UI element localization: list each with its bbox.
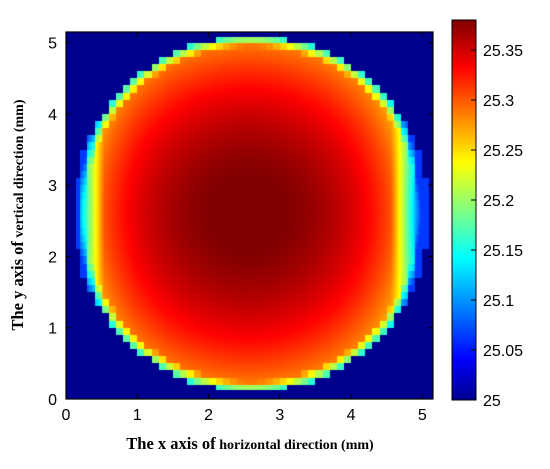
y-axis-title: The y axis of vertical direction (mm): [8, 99, 27, 330]
y-tick-label: 1: [48, 321, 57, 338]
colorbar-tick-label: 25.25: [483, 143, 523, 160]
x-axis-title: The x axis of horizontal direction (mm): [126, 434, 374, 453]
x-tick-label: 5: [418, 407, 427, 424]
colorbar-tick-label: 25.3: [483, 93, 514, 110]
x-tick-label: 3: [275, 407, 284, 424]
colorbar-tick-label: 25.35: [483, 43, 523, 60]
y-tick-label: 2: [48, 249, 57, 266]
heatmap-field: [76, 32, 433, 391]
colorbar-axis: 25 25.05 25.1 25.15 25.2 25.25 25.3 25.35: [471, 43, 523, 410]
colorbar: [452, 20, 476, 400]
y-tick-label: 5: [48, 36, 57, 53]
colorbar-frame: [451, 19, 477, 401]
colorbar-tick-label: 25.05: [483, 343, 523, 360]
colorbar-tick-label: 25.2: [483, 193, 514, 210]
colorbar-tick-label: 25.15: [483, 243, 523, 260]
x-tick-label: 0: [62, 407, 71, 424]
x-axis: 0 1 2 3 4 5: [62, 32, 427, 424]
x-tick-label: 4: [347, 407, 356, 424]
y-tick-label: 3: [48, 178, 57, 195]
colorbar-tick-label: 25.1: [483, 293, 514, 310]
x-tick-label: 2: [204, 407, 213, 424]
y-axis: 0 1 2 3 4 5: [48, 36, 433, 409]
y-tick-label: 4: [48, 107, 57, 124]
plot-frame: [65, 31, 434, 400]
x-tick-label: 1: [133, 407, 142, 424]
colorbar-tick-label: 25: [483, 393, 501, 410]
y-tick-label: 0: [48, 392, 57, 409]
